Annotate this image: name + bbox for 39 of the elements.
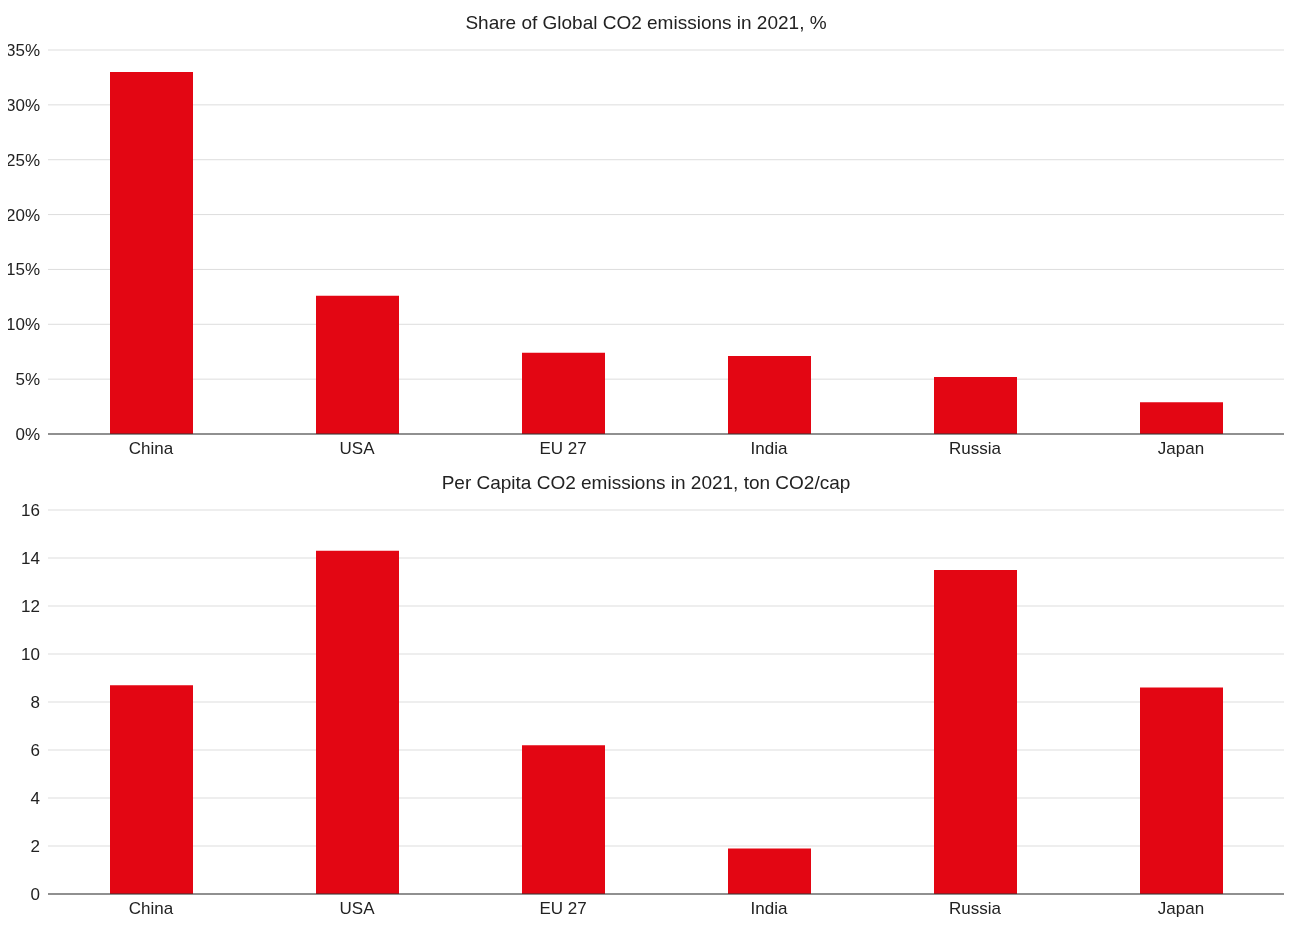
y-tick-label: 5%: [15, 370, 40, 390]
bar: [934, 376, 1017, 434]
y-tick-label: 14: [21, 549, 40, 569]
y-tick-label: 0%: [15, 425, 40, 445]
x-tick-label: USA: [339, 899, 376, 919]
bar: [1140, 402, 1223, 434]
bar: [728, 848, 811, 894]
x-tick-label: China: [128, 439, 174, 459]
y-tick-label: 10%: [5, 315, 40, 335]
y-tick-label: 10: [21, 645, 40, 665]
x-tick-label: India: [750, 439, 788, 459]
bar: [316, 295, 399, 434]
y-tick-label: 2: [30, 837, 40, 857]
y-tick-label: 6: [30, 741, 40, 761]
bar: [728, 356, 811, 434]
bar: [934, 570, 1017, 894]
x-tick-label: EU 27: [539, 899, 587, 919]
bar: [110, 685, 193, 894]
bar: [316, 550, 399, 894]
x-tick-label: India: [750, 899, 788, 919]
x-tick-label: Russia: [949, 439, 1002, 459]
y-tick-label: 15%: [5, 260, 40, 280]
x-tick-label: EU 27: [539, 439, 587, 459]
bar: [1140, 687, 1223, 894]
x-tick-label: Russia: [949, 899, 1002, 919]
y-tick-label: 12: [21, 597, 40, 617]
bar: [522, 352, 605, 434]
y-tick-label: 0: [30, 885, 40, 905]
y-tick-label: 8: [30, 693, 40, 713]
x-tick-label: Japan: [1157, 439, 1205, 459]
x-tick-label: USA: [339, 439, 376, 459]
y-tick-label: 16: [21, 501, 40, 521]
bar: [110, 71, 193, 434]
x-tick-label: Japan: [1157, 899, 1205, 919]
y-tick-label: 4: [30, 789, 40, 809]
chart-title: Per Capita CO2 emissions in 2021, ton CO2/cap: [440, 471, 852, 495]
bar: [522, 745, 605, 894]
x-tick-label: China: [128, 899, 174, 919]
chart-title: Share of Global CO2 emissions in 2021, %: [464, 11, 828, 35]
